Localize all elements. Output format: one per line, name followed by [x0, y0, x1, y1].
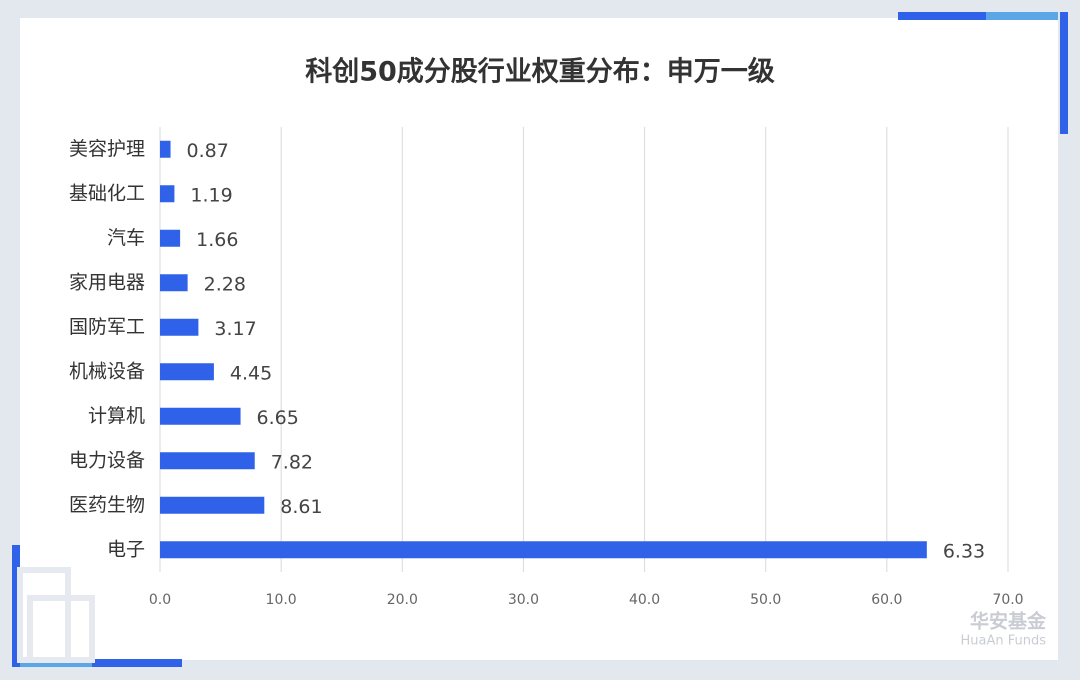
x-tick-label: 70.0	[992, 592, 1023, 608]
value-label: 7.82	[271, 451, 313, 473]
bar	[160, 452, 255, 470]
logo-name: 华安基金	[970, 610, 1047, 633]
deco	[1060, 12, 1068, 134]
x-tick-label: 50.0	[750, 592, 781, 608]
bar	[160, 274, 188, 292]
value-label: 8.61	[280, 496, 322, 518]
y-tick-label: 医药生物	[69, 494, 145, 516]
x-tick-label: 40.0	[629, 592, 660, 608]
y-tick-label: 电力设备	[69, 449, 145, 471]
x-tick-label: 20.0	[387, 592, 418, 608]
value-label: 6.65	[257, 407, 299, 429]
bar	[160, 363, 214, 381]
deco	[92, 659, 182, 667]
y-tick-label: 电子	[107, 538, 145, 560]
y-tick-label: 国防军工	[69, 316, 145, 338]
value-label: 2.28	[204, 273, 246, 295]
value-label: 0.87	[187, 140, 229, 162]
x-tick-label: 60.0	[871, 592, 902, 608]
value-label: 1.19	[190, 184, 232, 206]
y-tick-label: 汽车	[107, 227, 145, 249]
value-label: 6.33	[943, 540, 985, 562]
value-label: 3.17	[214, 318, 256, 340]
x-tick-label: 10.0	[266, 592, 297, 608]
logo-subname: HuaAn Funds	[960, 634, 1046, 649]
y-tick-label: 家用电器	[69, 271, 145, 293]
y-tick-label: 美容护理	[69, 138, 145, 160]
bar	[160, 541, 927, 559]
x-tick-label: 30.0	[508, 592, 539, 608]
card	[20, 18, 1058, 660]
bar	[160, 318, 199, 336]
bar	[160, 229, 181, 247]
y-tick-label: 计算机	[88, 405, 145, 427]
y-tick-label: 基础化工	[69, 182, 145, 204]
value-label: 1.66	[196, 229, 238, 251]
bar	[160, 140, 171, 158]
deco	[12, 545, 20, 667]
deco	[898, 12, 986, 20]
deco	[27, 595, 95, 663]
chart-title: 科创50成分股行业权重分布：申万一级	[305, 56, 775, 88]
x-tick-label: 0.0	[149, 592, 171, 608]
y-tick-label: 机械设备	[69, 360, 145, 382]
bar	[160, 407, 241, 425]
bar	[160, 496, 265, 514]
bar	[160, 185, 175, 203]
deco	[986, 12, 1058, 20]
value-label: 4.45	[230, 362, 272, 384]
